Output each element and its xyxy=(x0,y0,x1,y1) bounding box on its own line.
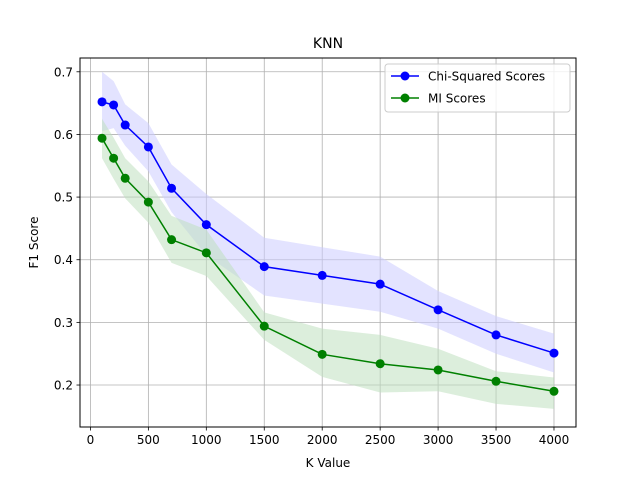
data-point-chi-squared xyxy=(201,220,211,230)
legend-marker-chi-squared xyxy=(400,71,410,81)
data-point-chi-squared xyxy=(317,270,327,280)
x-tick-label: 0 xyxy=(87,433,95,447)
y-tick-label: 0.4 xyxy=(54,253,73,267)
legend-box xyxy=(384,63,571,113)
x-tick-label: 3000 xyxy=(423,433,454,447)
confidence-bands xyxy=(102,71,554,409)
legend-marker-mi xyxy=(400,93,410,103)
x-tick-label: 1500 xyxy=(249,433,280,447)
data-point-chi-squared xyxy=(375,279,385,289)
y-tick-label: 0.7 xyxy=(54,65,73,79)
y-tick-label: 0.6 xyxy=(54,128,73,142)
y-axis-ticks: 0.2 0.3 0.4 0.5 0.6 0.7 xyxy=(54,65,80,393)
data-point-chi-squared xyxy=(120,120,130,130)
x-tick-label: 2000 xyxy=(307,433,338,447)
x-tick-label: 1000 xyxy=(191,433,222,447)
data-point-mi xyxy=(433,365,443,375)
y-axis-label: F1 Score xyxy=(27,217,41,269)
series-markers xyxy=(97,97,559,396)
data-point-mi xyxy=(120,173,130,183)
data-point-chi-squared xyxy=(491,330,501,340)
legend: Chi-Squared Scores MI Scores xyxy=(384,63,571,113)
data-point-mi xyxy=(549,386,559,396)
data-point-chi-squared xyxy=(167,183,177,193)
legend-label-chi-squared: Chi-Squared Scores xyxy=(428,70,545,84)
y-tick-label: 0.3 xyxy=(54,316,73,330)
data-point-chi-squared xyxy=(433,305,443,315)
data-point-mi xyxy=(491,376,501,386)
data-point-chi-squared xyxy=(549,348,559,358)
data-point-mi xyxy=(317,349,327,359)
data-point-mi xyxy=(259,321,269,331)
data-point-chi-squared xyxy=(109,100,119,110)
x-tick-label: 2500 xyxy=(365,433,396,447)
band-mi xyxy=(102,118,554,409)
data-point-mi xyxy=(97,133,107,143)
x-axis-label: K Value xyxy=(306,456,351,470)
chart-title: KNN xyxy=(313,36,343,52)
data-point-mi xyxy=(143,197,153,207)
legend-label-mi: MI Scores xyxy=(428,92,486,106)
x-tick-label: 3500 xyxy=(481,433,512,447)
data-point-mi xyxy=(375,359,385,369)
plot-area-frame xyxy=(79,57,577,428)
data-point-chi-squared xyxy=(97,97,107,107)
y-tick-label: 0.5 xyxy=(54,191,73,205)
data-point-chi-squared xyxy=(143,142,153,152)
x-tick-label: 500 xyxy=(137,433,160,447)
data-point-mi xyxy=(201,248,211,258)
data-point-mi xyxy=(167,235,177,245)
x-tick-label: 4000 xyxy=(539,433,570,447)
x-axis-ticks: 0 500 1000 1500 2000 2500 3000 3500 4000 xyxy=(87,427,570,447)
data-point-chi-squared xyxy=(259,262,269,272)
data-point-mi xyxy=(109,153,119,163)
band-chi-squared xyxy=(102,71,554,373)
y-tick-label: 0.2 xyxy=(54,379,73,393)
